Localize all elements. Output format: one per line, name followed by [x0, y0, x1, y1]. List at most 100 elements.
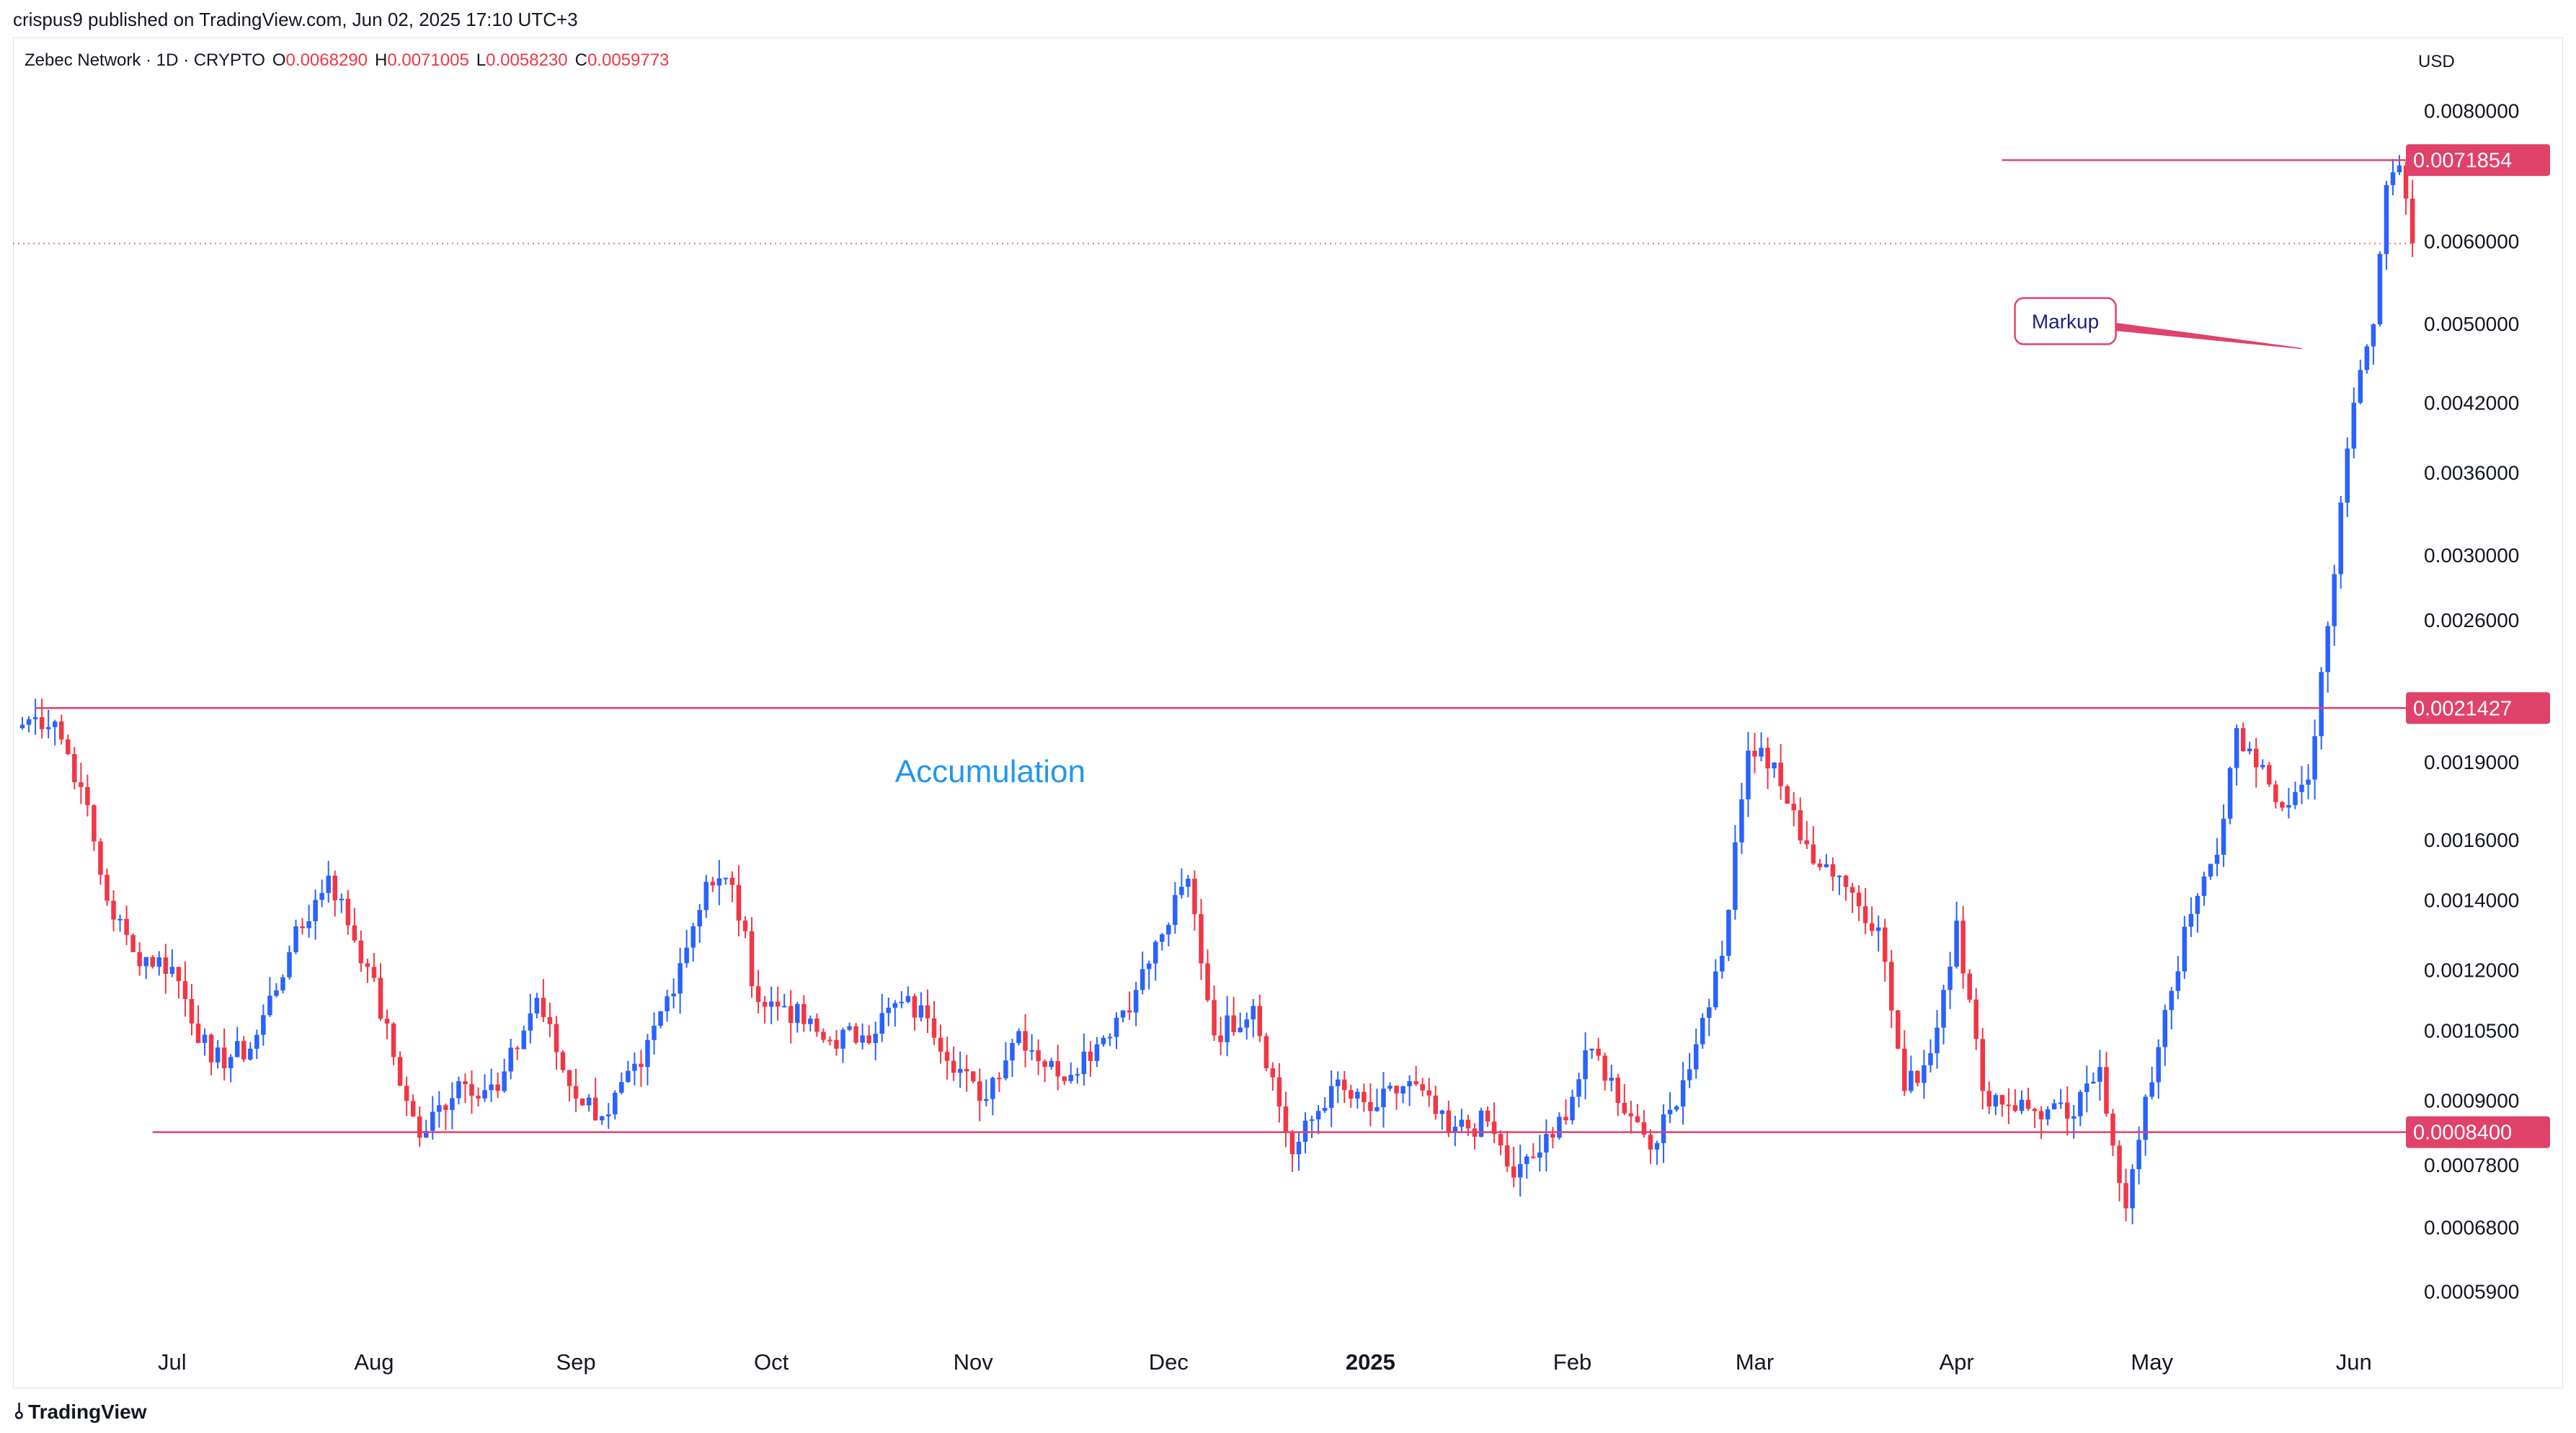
candle-body	[1218, 1035, 1223, 1042]
tradingview-footer[interactable]: ⫰ TradingView	[14, 1400, 146, 1424]
candle-body	[2325, 626, 2330, 673]
candle-body	[665, 996, 670, 1011]
candle-body	[2260, 765, 2265, 768]
candle-body	[2156, 1047, 2161, 1083]
candle-body	[534, 998, 540, 1014]
candle-body	[2240, 728, 2246, 752]
level-price-label: 0.0021427	[2413, 697, 2512, 720]
candle-body	[2221, 818, 2226, 855]
candle-body	[2214, 854, 2220, 864]
candle-body	[860, 1035, 865, 1043]
markup-callout-box	[2014, 297, 2117, 345]
candle-body	[2006, 1104, 2012, 1106]
candle-body	[1362, 1091, 1367, 1102]
symbol-name[interactable]: Zebec Network · 1D · CRYPTO	[25, 50, 265, 70]
candle-body	[1967, 973, 1972, 1000]
candle-body	[450, 1098, 455, 1110]
candle-body	[1173, 895, 1178, 926]
candle-body	[2306, 779, 2311, 785]
candle-body	[2084, 1083, 2089, 1092]
candle-body	[801, 1003, 807, 1024]
candle-body	[866, 1035, 871, 1043]
publisher-header: crispus9 published on TradingView.com, J…	[13, 9, 578, 30]
candle-body	[814, 1018, 820, 1032]
candle-body	[1485, 1110, 1491, 1122]
y-tick-label: 0.0060000	[2424, 230, 2519, 252]
candle-body	[879, 1013, 884, 1034]
candle-body	[2286, 804, 2291, 808]
candle-body	[1276, 1077, 1282, 1107]
candle-body	[1674, 1106, 1679, 1110]
candle-body	[1328, 1086, 1334, 1108]
candle-body	[2117, 1145, 2122, 1184]
candle-body	[1127, 1010, 1132, 1013]
candle-body	[326, 875, 331, 893]
candle-body	[437, 1105, 442, 1112]
candle-body	[1355, 1091, 1360, 1099]
candle-body	[1205, 963, 1210, 1001]
candle-body	[234, 1041, 240, 1057]
y-tick-label: 0.0006800	[2424, 1216, 2519, 1238]
candle-body	[697, 910, 702, 927]
candle-body	[1739, 799, 1744, 843]
candle-body	[1478, 1110, 1484, 1137]
candle-body	[1459, 1119, 1465, 1127]
candle-body	[423, 1130, 429, 1138]
candle-body	[163, 957, 169, 974]
candle-body	[52, 721, 58, 727]
candle-body	[632, 1063, 637, 1071]
candle-body	[1778, 762, 1783, 786]
candle-body	[1641, 1122, 1647, 1135]
candle-body	[1315, 1111, 1321, 1119]
candle-body	[267, 995, 272, 1016]
candle-body	[2410, 198, 2415, 244]
candle-body	[912, 995, 918, 1018]
candle-body	[749, 931, 755, 987]
candle-body	[1199, 914, 1204, 964]
candle-body	[1349, 1090, 1354, 1099]
currency-label[interactable]: USD	[2418, 52, 2455, 71]
candle-body	[1902, 1048, 1907, 1091]
candle-body	[808, 1018, 813, 1024]
candle-body	[1928, 1053, 1933, 1065]
candle-body	[762, 1001, 768, 1007]
candle-body	[66, 739, 71, 755]
candle-body	[92, 805, 97, 842]
candle-body	[944, 1052, 950, 1061]
candle-body	[1537, 1152, 1542, 1158]
candle-body	[768, 1001, 774, 1007]
y-tick-label: 0.0010500	[2424, 1019, 2519, 1042]
candle-body	[495, 1084, 500, 1091]
candle-body	[918, 1005, 924, 1018]
candle-body	[430, 1112, 435, 1131]
candle-body	[300, 926, 305, 928]
candle-body	[1980, 1039, 1986, 1091]
candle-body	[1713, 971, 1718, 1008]
candle-body	[404, 1086, 409, 1101]
y-tick-label: 0.0007800	[2424, 1154, 2519, 1176]
candle-body	[586, 1097, 592, 1106]
candle-body	[1700, 1018, 1705, 1044]
candle-body	[1517, 1163, 1523, 1178]
candle-body	[19, 724, 25, 729]
candle-body	[1257, 1006, 1263, 1037]
high-label: H	[375, 50, 388, 70]
candle-body	[1036, 1050, 1041, 1062]
candle-body	[788, 1006, 794, 1024]
candle-body	[443, 1105, 448, 1110]
candle-body	[1524, 1156, 1529, 1164]
candle-body	[2312, 736, 2317, 780]
x-tick-label: Jun	[2336, 1349, 2372, 1375]
candle-body	[1875, 927, 1881, 931]
candle-body	[1922, 1065, 1927, 1083]
x-tick-label: Apr	[1939, 1349, 1973, 1375]
candle-body	[476, 1096, 481, 1099]
candle-body	[573, 1086, 579, 1099]
candle-body	[32, 716, 38, 719]
candle-body	[469, 1084, 474, 1096]
candle-body	[1381, 1088, 1386, 1108]
candle-body	[847, 1026, 852, 1030]
candle-body	[1368, 1101, 1373, 1112]
candle-body	[1869, 923, 1875, 931]
